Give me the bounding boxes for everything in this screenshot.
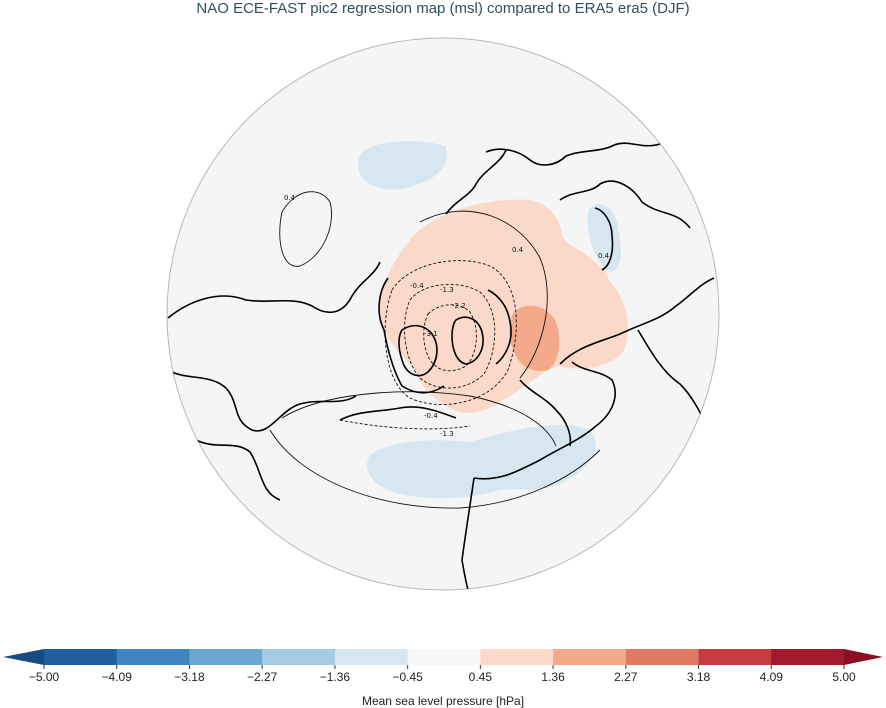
contour-layer: [269, 191, 601, 509]
colorbar-extend-high: [844, 649, 883, 665]
contour-line-dashed: [384, 260, 517, 405]
coastline: [487, 289, 512, 365]
contour-line-solid: [279, 191, 332, 267]
colorbar-tick-label: −4.09: [102, 670, 133, 684]
negative-anomaly-region: [587, 204, 621, 272]
contour-line-dashed: [339, 419, 471, 430]
colorbar-tick-label: 2.27: [614, 670, 638, 684]
contour-line-dashed: [404, 283, 496, 389]
negative-anomaly-region: [366, 425, 596, 499]
colorbar-bin: [44, 649, 118, 665]
colorbar-bin: [480, 649, 554, 665]
contour-line-solid: [269, 429, 601, 509]
colorbar-bin: [698, 649, 772, 665]
coastline: [559, 277, 715, 365]
colorbar-bin: [116, 649, 190, 665]
colorbar-label: Mean sea level pressure [hPa]: [362, 694, 524, 708]
coastline: [485, 142, 661, 166]
contour-label: -0.4: [410, 282, 424, 290]
coastline: [378, 277, 445, 394]
colorbar-tick-label: −5.00: [29, 670, 60, 684]
contour-labels: 0.4 0.4 0.4 -0.4 -1.3 -2.2 -3.1 -0.4 -1.…: [284, 194, 610, 438]
coastline: [473, 361, 616, 480]
coastline: [195, 439, 281, 501]
contour-label: -1.3: [440, 286, 454, 294]
coastline: [339, 406, 457, 421]
contour-label: -0.4: [424, 412, 438, 420]
colorbar-tick-label: −3.18: [174, 670, 205, 684]
negative-anomaly-region: [358, 141, 447, 190]
contour-label: -1.3: [440, 430, 454, 438]
colorbar-bin: [334, 649, 409, 665]
coastline: [167, 261, 381, 319]
colorbar-tick-label: −0.45: [392, 670, 423, 684]
coastline: [461, 477, 475, 590]
contour-label: 0.4: [512, 246, 524, 254]
coastline: [445, 149, 507, 215]
strong-positive-anomaly-core: [509, 305, 560, 372]
contour-label: 0.4: [598, 252, 610, 260]
colorbar-tick-label: 1.36: [541, 670, 565, 684]
colorbar-bin: [553, 649, 627, 665]
coastline: [519, 379, 572, 447]
colorbar-bin: [771, 649, 845, 665]
map-title: NAO ECE-FAST pic2 regression map (msl) c…: [196, 0, 690, 17]
coastline: [594, 207, 614, 271]
coastline: [171, 371, 357, 432]
coastline-layer: [167, 142, 715, 590]
contour-line-solid: [419, 210, 548, 379]
colorbar-bin: [189, 649, 263, 665]
colorbar-bin: [262, 649, 336, 665]
coastline: [637, 329, 707, 427]
coastline: [451, 316, 484, 365]
colorbar-bin: [407, 649, 481, 665]
colorbar-tick-label: 4.09: [760, 670, 784, 684]
coastline: [559, 180, 691, 229]
coastline: [398, 324, 438, 377]
contour-label: -2.2: [452, 302, 466, 310]
colorbar-tick-label: 3.18: [687, 670, 711, 684]
colorbar-extend-low: [3, 649, 44, 665]
colorbar: −5.00 −4.09 −3.18 −2.27 −1.36 −0.45 0.45 1.36 2.…: [3, 649, 883, 708]
colorbar-tick-label: 5.00: [832, 670, 856, 684]
contour-label: -3.1: [424, 330, 438, 338]
colorbar-tick-label: −2.27: [247, 670, 278, 684]
colorbar-tick-label: 0.45: [469, 670, 493, 684]
colorbar-tick-label: −1.36: [320, 670, 351, 684]
contour-label: 0.4: [284, 194, 296, 202]
colorbar-bin: [625, 649, 700, 665]
